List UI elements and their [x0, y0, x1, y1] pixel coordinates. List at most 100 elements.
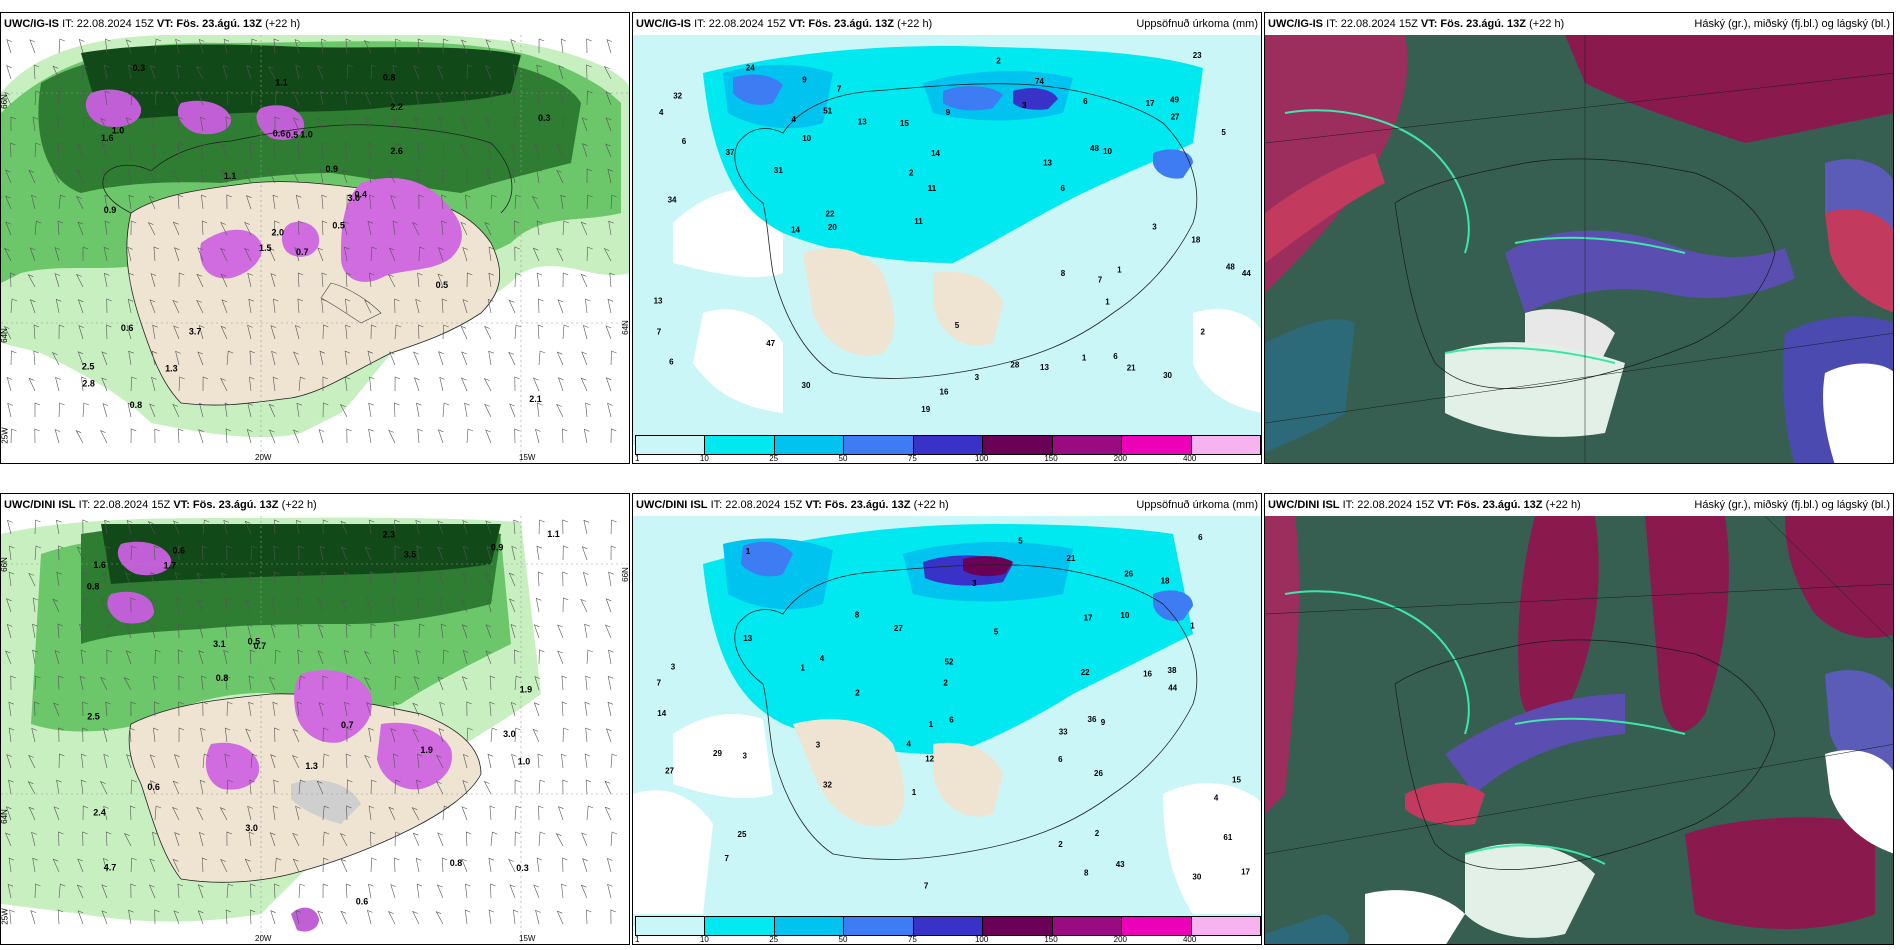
wind-barb	[538, 116, 545, 132]
wind-barb	[346, 675, 353, 691]
field-description: Uppsöfnuð úrkoma (mm)	[1136, 18, 1258, 30]
map-value-label: 20	[828, 223, 837, 232]
wind-barb	[196, 572, 204, 587]
panel-precipitation-dini: UWC/DINI ISL IT: 22.08.2024 15Z VT: Fös.…	[632, 493, 1262, 945]
wind-barb	[178, 376, 185, 392]
wind-barb	[267, 66, 276, 80]
map-value-label: 2	[1201, 328, 1206, 337]
colorbar-tick-label: 400	[1182, 935, 1197, 944]
wind-barb	[364, 546, 372, 561]
wind-barb	[57, 220, 64, 236]
wind-barb	[415, 649, 421, 665]
wind-barb	[435, 911, 444, 925]
wind-barb	[172, 91, 180, 106]
wind-barb	[274, 116, 281, 132]
map-value-label: 1.1	[547, 529, 560, 539]
wind-barb	[268, 169, 276, 184]
wind-barb	[128, 64, 134, 80]
wind-barb	[461, 858, 468, 873]
wind-barb	[606, 857, 613, 873]
field-description: Háský (gr.), miðský (fj.bl.) og lágský (…	[1694, 499, 1890, 511]
wind-barb	[363, 40, 372, 54]
wind-barb	[176, 64, 182, 80]
map-value-label: 9	[946, 108, 951, 117]
colorbar-segment	[636, 917, 706, 935]
wind-barb	[225, 597, 232, 613]
wind-barb	[488, 909, 495, 925]
wind-barb	[461, 351, 468, 366]
wind-barb	[154, 649, 161, 665]
wind-barb	[388, 247, 396, 262]
wind-barb	[460, 377, 468, 392]
wind-barb	[125, 117, 132, 132]
wind-barb	[415, 298, 421, 314]
wind-barb	[413, 65, 420, 80]
wind-barb	[609, 272, 615, 288]
wind-barb	[459, 143, 468, 158]
wind-barb	[154, 701, 160, 717]
wind-barb	[57, 623, 64, 639]
wind-barb	[532, 247, 540, 262]
wind-barb	[148, 195, 156, 210]
panel-clouds-dini: UWC/DINI ISL IT: 22.08.2024 15Z VT: Fös.…	[1264, 493, 1894, 945]
lat-label: 64N	[0, 809, 9, 824]
wind-barb	[100, 117, 108, 132]
map-value-label: 44	[1242, 269, 1251, 278]
wind-barb	[177, 649, 184, 665]
wind-barb	[82, 805, 89, 821]
wind-barb	[535, 428, 541, 444]
wind-barb	[298, 779, 306, 795]
wind-barb	[5, 169, 12, 184]
wind-barb	[605, 598, 612, 613]
map-value-label: 2.2	[390, 102, 403, 112]
map-value-label: 17	[1146, 99, 1155, 108]
wind-barb	[586, 38, 592, 54]
map-value-label: 30	[802, 381, 811, 390]
wind-barb	[274, 727, 280, 743]
wind-barb	[123, 833, 132, 847]
wind-barb	[54, 273, 61, 288]
map-value-label: 1	[1117, 266, 1122, 275]
map-value-label: 0.5	[248, 636, 261, 646]
wind-barb	[130, 545, 137, 561]
wind-barb	[392, 753, 399, 769]
wind-barb	[82, 402, 90, 418]
wind-barb	[466, 64, 473, 80]
wind-barb	[53, 806, 60, 821]
wind-barb	[126, 519, 133, 535]
map-value-label: 3.7	[189, 326, 202, 336]
map-value-label: 0.3	[133, 63, 146, 73]
wind-barb	[604, 624, 612, 639]
wind-barb	[151, 376, 157, 392]
wind-barb	[514, 272, 521, 288]
wind-barb	[226, 831, 233, 847]
wind-barb	[29, 247, 36, 262]
wind-barb	[153, 246, 160, 262]
wind-barb	[249, 649, 256, 665]
map-value-label: 0.7	[296, 247, 309, 257]
wind-barb	[368, 883, 374, 899]
wind-barb	[345, 753, 352, 769]
wind-barb	[513, 64, 519, 80]
wind-barb	[489, 701, 495, 717]
wind-barb	[322, 324, 329, 340]
map-value-label: 28	[1010, 361, 1019, 370]
wind-barb	[320, 168, 326, 184]
map-value-label: 2.0	[272, 227, 285, 237]
wind-barb	[365, 117, 372, 132]
wind-barb	[585, 779, 592, 795]
wind-barb	[607, 883, 613, 899]
wind-barb	[268, 676, 276, 691]
wind-barb	[411, 222, 420, 236]
wind-barb	[27, 274, 36, 288]
wind-barb	[101, 143, 108, 158]
wind-barb	[610, 194, 617, 210]
map-value-label: 0.6	[147, 782, 160, 792]
wind-barb	[345, 38, 352, 54]
wind-barb	[31, 194, 37, 210]
wind-barb	[489, 675, 496, 691]
map-value-label: 2	[943, 679, 948, 688]
wind-barb	[319, 545, 326, 561]
wind-barb	[390, 884, 396, 899]
map-value-label: 7	[657, 327, 662, 336]
